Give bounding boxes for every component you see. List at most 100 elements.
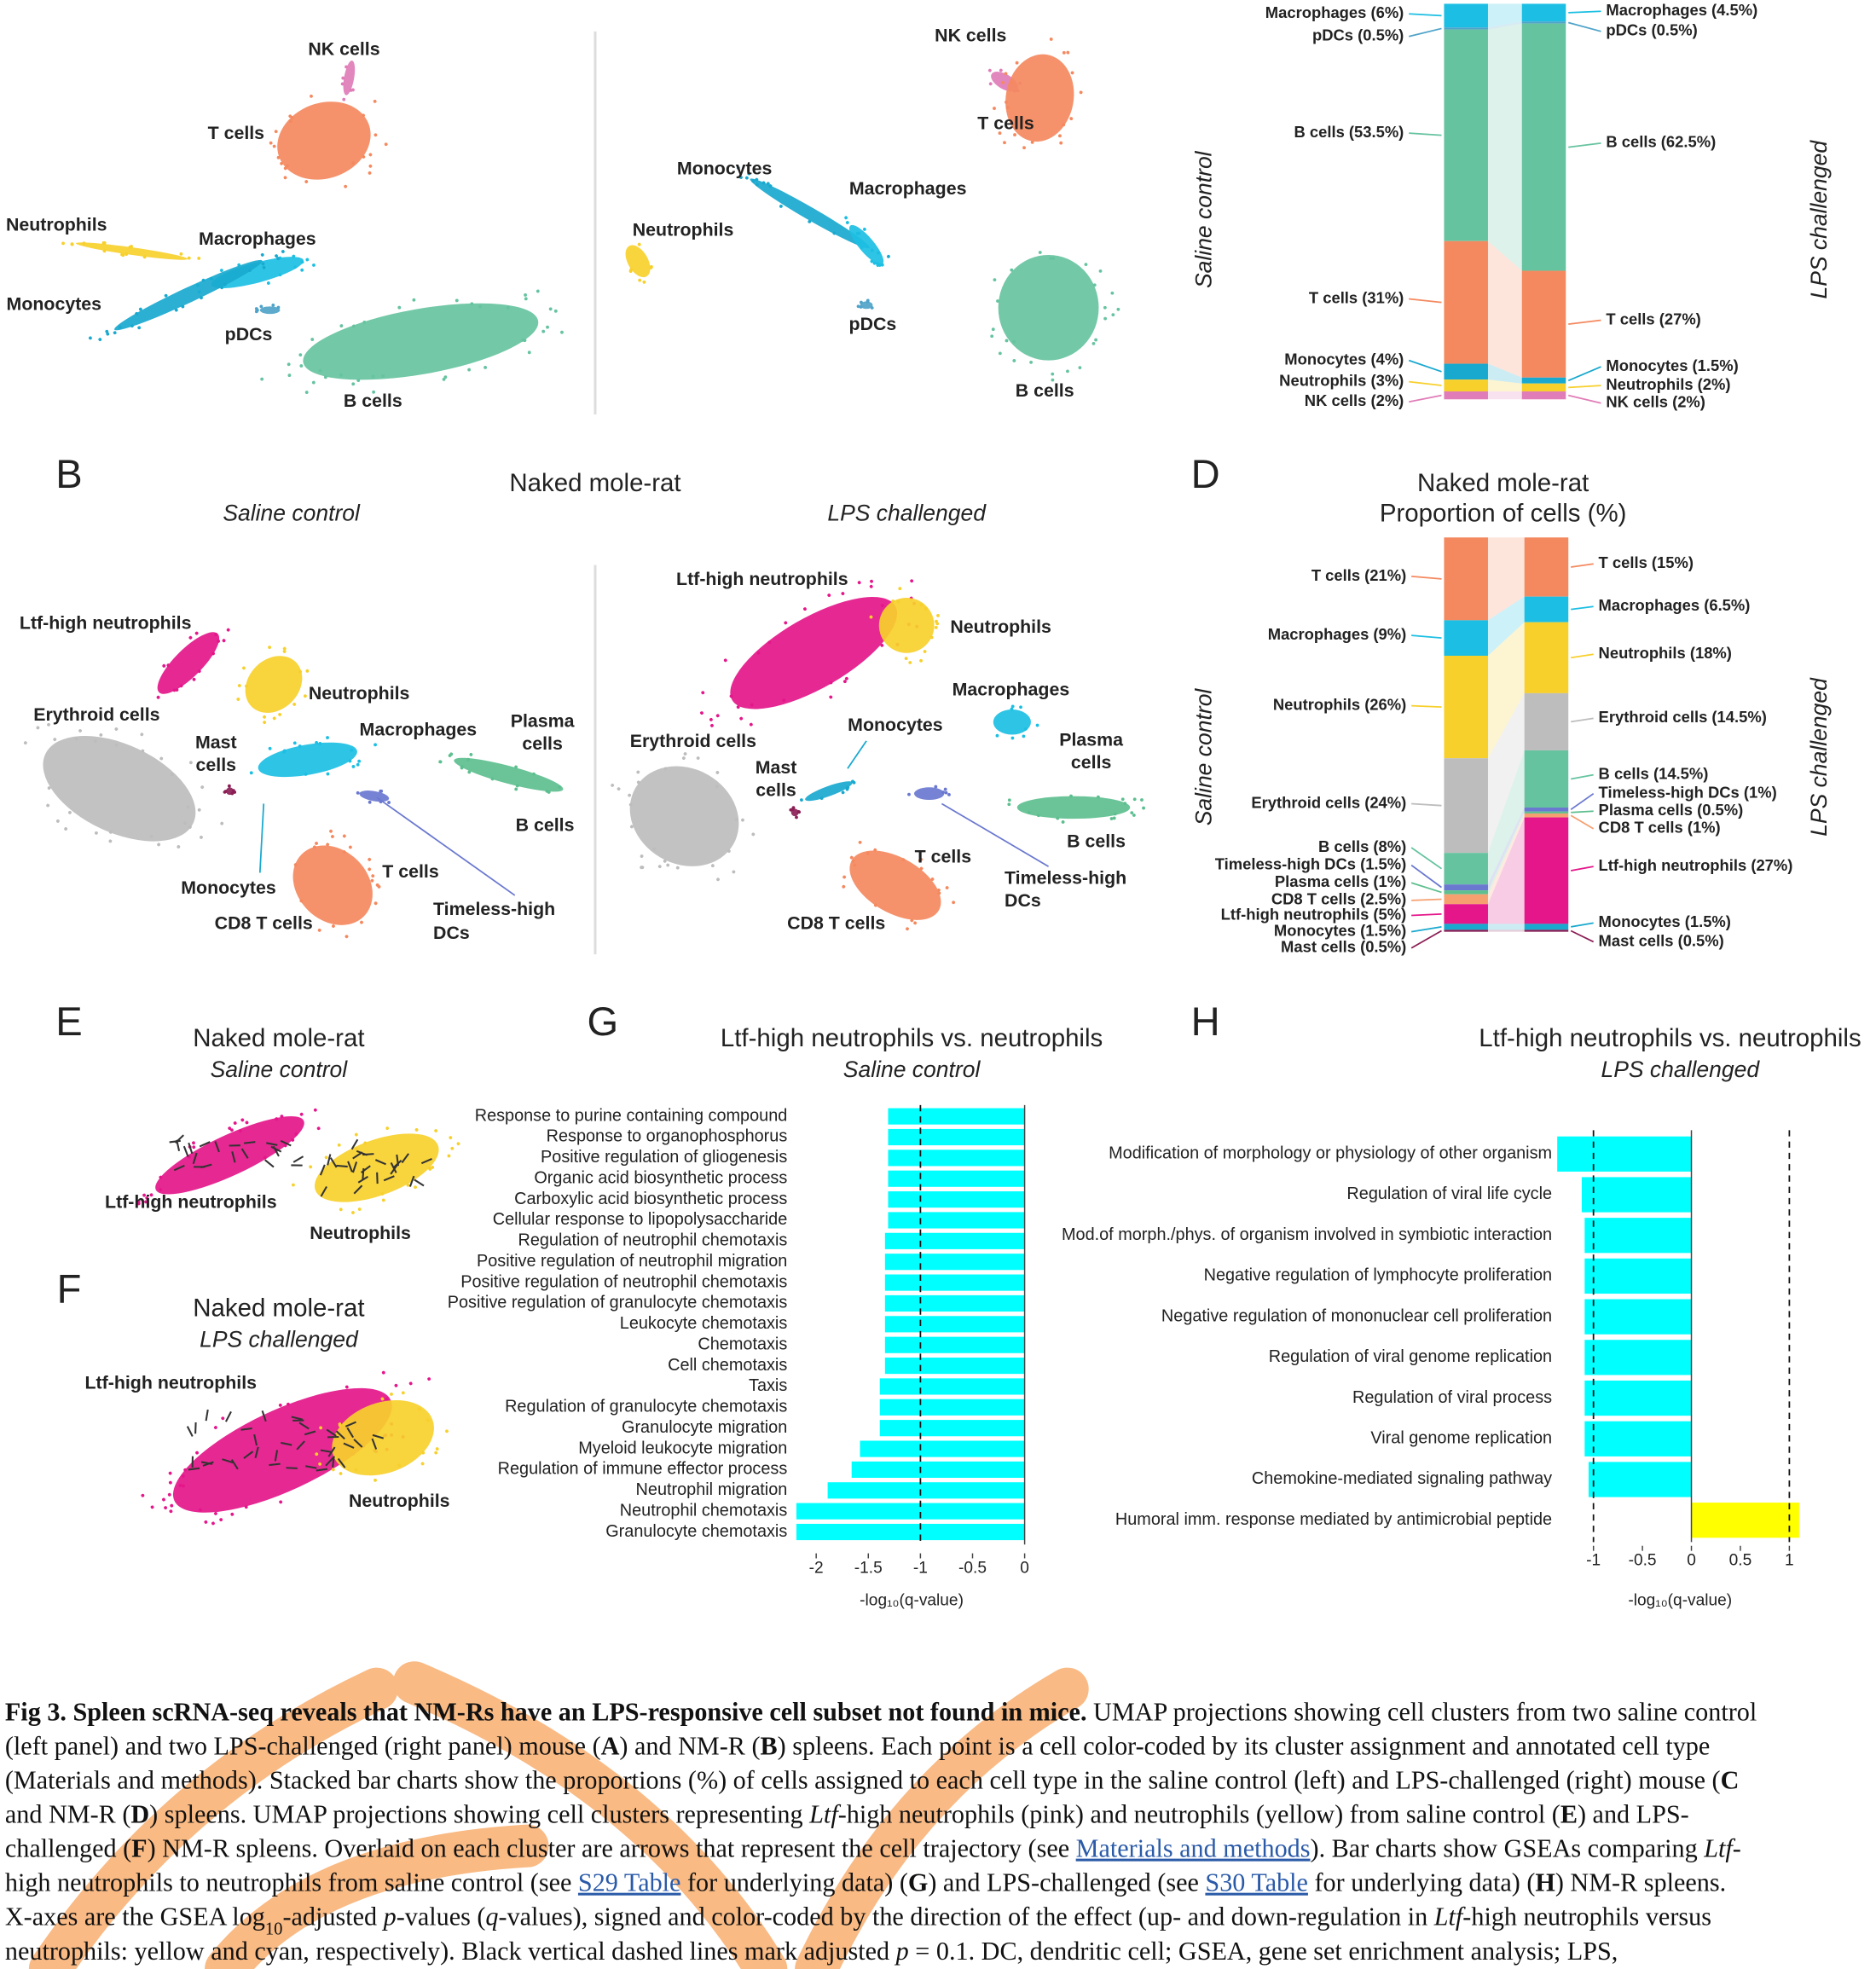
label-leader <box>1409 298 1442 304</box>
term-label: Regulation of granulocyte chemotaxis <box>505 1398 787 1416</box>
caption-line: high neutrophils to neutrophils from sal… <box>5 1868 1726 1897</box>
cell-point <box>124 252 129 257</box>
cell-point <box>194 631 199 635</box>
cluster-label: Erythroid cells <box>33 704 159 725</box>
cell-point <box>300 268 304 272</box>
label-leader <box>1568 142 1601 148</box>
cluster-label: Neutrophils <box>309 683 410 704</box>
cell-point <box>1094 338 1098 342</box>
trajectory-arrow <box>174 1134 184 1144</box>
cell-point <box>233 1121 237 1125</box>
x-tick-label: -1 <box>1586 1551 1601 1569</box>
cell-point <box>397 1463 402 1468</box>
bar <box>796 1523 1025 1541</box>
cell-point <box>140 733 144 737</box>
cluster-label: cells <box>1071 752 1111 773</box>
cell-point <box>908 661 912 664</box>
cell-point <box>934 625 938 629</box>
panel-title: Naked mole-rat <box>193 1294 364 1323</box>
cell-point <box>141 1493 145 1497</box>
cell-point <box>348 759 352 763</box>
caption-run: 10 <box>265 1920 283 1939</box>
cell-point <box>259 304 263 309</box>
cell-point <box>174 308 178 312</box>
cell-point <box>937 891 941 895</box>
term-label: Granulocyte chemotaxis <box>605 1522 787 1541</box>
cell-point <box>829 680 833 685</box>
cell-point <box>219 1518 223 1522</box>
cell-point <box>351 161 356 165</box>
bar <box>1584 1421 1692 1456</box>
bar-segment <box>1444 929 1488 932</box>
caption-run: ) spleens. Each point is a cell color-co… <box>778 1731 1711 1760</box>
label-leader <box>1570 929 1595 943</box>
caption-run: H <box>1535 1868 1555 1897</box>
cell-point <box>945 886 949 889</box>
cell-point <box>357 759 362 763</box>
segment-label: Erythroid cells (24%) <box>1251 793 1406 811</box>
cell-point <box>943 787 947 791</box>
caption-run: S29 Table <box>578 1868 681 1897</box>
cell-point <box>936 888 941 892</box>
cluster-body <box>155 1116 304 1195</box>
watermark-stroke <box>205 1824 549 1969</box>
cell-point <box>47 722 50 727</box>
bar <box>1584 1299 1692 1335</box>
cell-point <box>182 821 187 825</box>
x-tick-label: 0 <box>1020 1559 1029 1577</box>
cluster-body <box>314 1133 439 1202</box>
cluster-label: T cells <box>915 846 971 866</box>
cell-point <box>1084 263 1088 267</box>
cluster-label: cells <box>522 733 562 754</box>
cell-point <box>278 273 282 277</box>
segment-label: T cells (15%) <box>1599 553 1694 571</box>
cell-point <box>1096 795 1100 799</box>
cell-point <box>744 176 749 180</box>
cluster-label: Neutrophils <box>6 215 107 235</box>
cell-point <box>996 299 999 303</box>
cell-point <box>1130 811 1134 815</box>
cell-point <box>149 834 153 838</box>
cell-point <box>696 756 700 760</box>
cell-point <box>617 787 621 791</box>
cell-point <box>304 391 309 394</box>
label-leader <box>1409 27 1442 38</box>
cell-point <box>1001 80 1005 84</box>
caption-run: B <box>761 1731 778 1760</box>
cell-point <box>244 1505 248 1509</box>
trajectory-arrow <box>352 1151 363 1160</box>
bar <box>851 1461 1025 1478</box>
bar-segment <box>1524 811 1569 814</box>
cell-point <box>1078 366 1082 370</box>
segment-label: Monocytes (1.5%) <box>1599 912 1731 930</box>
cell-point <box>797 810 802 814</box>
cell-point <box>514 765 518 769</box>
label-leader <box>1568 10 1601 14</box>
term-label: Positive regulation of neutrophil chemot… <box>460 1272 787 1291</box>
cell-point <box>800 798 803 802</box>
cell-point <box>381 1198 385 1202</box>
cell-point <box>1051 372 1055 376</box>
cell-cluster <box>611 752 756 882</box>
flow-band <box>1487 817 1525 924</box>
segment-label: T cells (31%) <box>1309 288 1404 306</box>
cluster-body <box>359 790 390 802</box>
cell-point <box>434 1451 438 1455</box>
cell-point <box>23 741 27 745</box>
cluster-label: Ltf-high neutrophils <box>84 1372 257 1393</box>
cell-point <box>700 711 704 715</box>
cell-point <box>53 738 57 742</box>
label-leader <box>1409 380 1442 386</box>
cell-cluster <box>236 646 310 725</box>
cell-point <box>438 760 443 764</box>
cell-point <box>168 1471 172 1475</box>
caption-run: S30 Table <box>1205 1868 1308 1897</box>
cell-point <box>289 119 292 124</box>
cluster-body <box>454 757 564 792</box>
label-leader <box>1570 814 1595 830</box>
cell-point <box>240 1118 245 1122</box>
trajectory-arrow <box>376 1172 379 1184</box>
cell-point <box>214 633 218 636</box>
cell-point <box>755 182 759 187</box>
segment-label: Erythroid cells (14.5%) <box>1599 708 1767 726</box>
